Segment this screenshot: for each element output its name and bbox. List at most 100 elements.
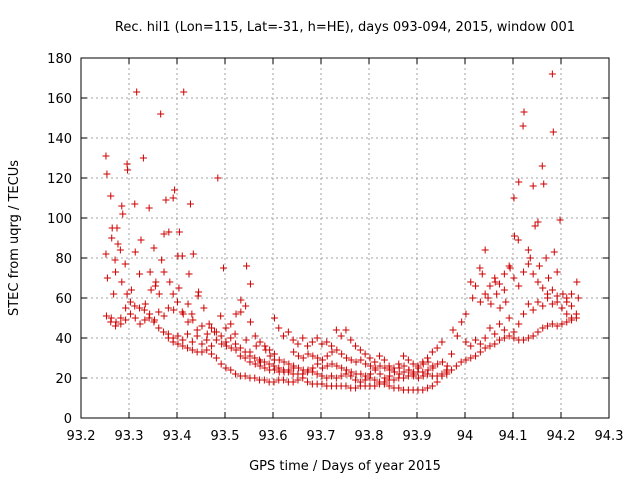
data-point	[553, 292, 561, 300]
data-point	[145, 204, 153, 212]
data-point	[519, 122, 527, 130]
data-point	[117, 314, 125, 322]
data-point	[102, 250, 110, 258]
data-point	[347, 336, 355, 344]
data-point	[164, 330, 172, 338]
data-point	[534, 278, 542, 286]
data-point	[217, 332, 225, 340]
data-point	[189, 316, 197, 324]
data-point	[139, 154, 147, 162]
data-point	[145, 314, 153, 322]
x-tick-label: 94.3	[595, 429, 624, 444]
data-point	[152, 278, 160, 286]
data-point	[534, 328, 542, 336]
data-point	[198, 322, 206, 330]
data-point	[390, 368, 398, 376]
data-point	[309, 364, 317, 372]
data-point	[193, 332, 201, 340]
data-point	[179, 336, 187, 344]
x-tick-label: 94	[457, 429, 474, 444]
data-point	[309, 352, 317, 360]
data-point	[342, 366, 350, 374]
data-point	[457, 358, 465, 366]
data-point	[160, 230, 168, 238]
data-point	[433, 372, 441, 380]
data-point	[212, 336, 220, 344]
data-point	[103, 274, 111, 282]
x-tick-label: 93.8	[355, 429, 384, 444]
data-point	[515, 178, 523, 186]
data-point	[414, 362, 422, 370]
data-point	[131, 302, 139, 310]
data-point	[534, 218, 542, 226]
data-point	[467, 354, 475, 362]
data-point	[289, 378, 297, 386]
data-point	[443, 370, 451, 378]
data-point	[246, 358, 254, 366]
data-point	[136, 304, 144, 312]
data-point	[266, 346, 274, 354]
data-point	[266, 352, 274, 360]
data-point	[131, 200, 139, 208]
data-point	[232, 346, 240, 354]
data-point	[544, 322, 552, 330]
data-point	[118, 278, 126, 286]
data-point	[549, 128, 557, 136]
data-point	[232, 370, 240, 378]
data-point	[102, 312, 110, 320]
data-point	[433, 378, 441, 386]
data-point	[236, 344, 244, 352]
data-point	[121, 260, 129, 268]
data-point	[318, 340, 326, 348]
data-point	[107, 318, 115, 326]
data-point	[502, 298, 510, 306]
data-point	[251, 354, 259, 362]
data-point	[419, 358, 427, 366]
data-point	[428, 348, 436, 356]
data-point	[180, 88, 188, 96]
data-point	[424, 384, 432, 392]
data-point	[332, 326, 340, 334]
data-point	[510, 232, 518, 240]
data-point	[352, 384, 360, 392]
data-point	[515, 282, 523, 290]
data-point	[486, 324, 494, 332]
data-point	[563, 310, 571, 318]
data-point	[573, 278, 581, 286]
data-point	[550, 248, 558, 256]
data-point	[174, 340, 182, 348]
data-point	[559, 290, 567, 298]
data-point	[241, 354, 249, 362]
data-point	[173, 298, 181, 306]
data-point	[558, 320, 566, 328]
data-point	[472, 336, 480, 344]
data-point	[170, 306, 178, 314]
data-point	[505, 262, 513, 270]
data-point	[524, 300, 532, 308]
data-point	[270, 362, 278, 370]
data-point	[217, 360, 225, 368]
data-point	[236, 352, 244, 360]
data-point	[361, 350, 369, 358]
data-point	[520, 268, 528, 276]
x-tick-label: 93.5	[211, 429, 240, 444]
data-point	[535, 262, 543, 270]
data-point	[323, 374, 331, 382]
data-point	[553, 268, 561, 276]
data-point	[175, 228, 183, 236]
data-point	[150, 244, 158, 252]
data-point	[275, 356, 283, 364]
data-point	[486, 342, 494, 350]
data-point	[556, 216, 564, 224]
data-point	[265, 360, 273, 368]
data-point	[111, 256, 119, 264]
data-point	[186, 200, 194, 208]
data-point	[356, 378, 364, 386]
data-point	[242, 336, 250, 344]
data-point	[520, 108, 528, 116]
data-point	[308, 338, 316, 346]
data-point	[452, 362, 460, 370]
data-point	[122, 316, 130, 324]
data-point	[328, 342, 336, 350]
x-tick-label: 94.1	[499, 429, 528, 444]
